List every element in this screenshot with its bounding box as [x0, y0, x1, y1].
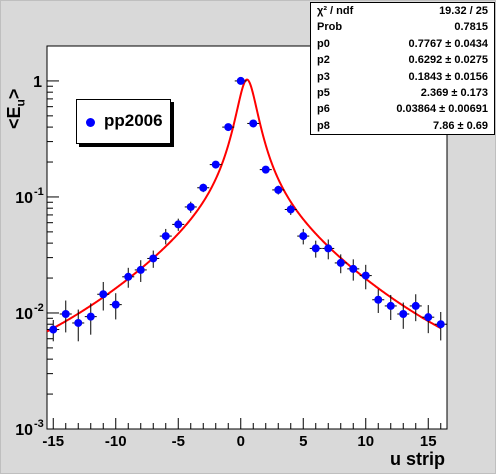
y-tick-label: 1	[33, 74, 42, 91]
stats-name: p8	[317, 119, 330, 132]
data-point	[199, 183, 208, 192]
data-point	[124, 272, 133, 281]
stats-value: 0.7815	[454, 21, 488, 34]
data-point	[86, 312, 95, 321]
x-tick-label: -15	[42, 433, 64, 450]
stats-name: p3	[317, 70, 330, 83]
stats-row: p8 7.86 ± 0.69	[311, 118, 494, 134]
x-tick-label: -5	[172, 433, 185, 450]
y-tick-label: 10	[15, 422, 33, 439]
points-layer	[47, 76, 447, 342]
data-point	[286, 205, 295, 214]
data-point	[261, 165, 270, 174]
data-point	[424, 313, 433, 322]
stats-row: χ² / ndf 19.32 / 25	[311, 3, 494, 19]
data-point	[411, 301, 420, 310]
stats-row: p3 0.1843 ± 0.0156	[311, 69, 494, 85]
data-point	[49, 325, 58, 334]
x-axis-label: u strip	[389, 449, 445, 469]
data-point	[161, 232, 170, 241]
x-tick-label: 15	[420, 433, 437, 450]
stats-name: χ² / ndf	[317, 5, 354, 17]
x-tick-label: 10	[357, 433, 374, 450]
stats-value: 0.03864 ± 0.00691	[396, 103, 488, 116]
data-point	[224, 123, 233, 132]
fit-layer	[46, 78, 442, 333]
legend-marker-icon	[86, 118, 95, 127]
stats-name: p5	[317, 86, 330, 99]
data-point	[149, 254, 158, 263]
data-point	[299, 232, 308, 241]
stats-row: p6 0.03864 ± 0.00691	[311, 101, 494, 117]
data-point	[436, 320, 445, 329]
stats-value: 0.7767 ± 0.0434	[408, 37, 488, 50]
data-point	[74, 318, 83, 327]
data-point	[174, 220, 183, 229]
data-point	[361, 271, 370, 280]
data-point	[399, 309, 408, 318]
x-tick-label: -10	[105, 433, 127, 450]
stats-value: 7.86 ± 0.69	[433, 119, 488, 132]
x-tick-label: 5	[299, 433, 307, 450]
fit-curve	[46, 78, 442, 333]
stats-name: p0	[317, 37, 330, 50]
stats-row: p5 2.369 ± 0.173	[311, 85, 494, 101]
x-tick-label: 0	[237, 433, 245, 450]
y-tick-exponent: -2	[34, 302, 44, 314]
y-tick-label: 10	[15, 190, 33, 207]
data-point	[324, 244, 333, 253]
stats-row: p0 0.7767 ± 0.0434	[311, 36, 494, 52]
data-point	[386, 301, 395, 310]
stats-name: p2	[317, 54, 330, 67]
y-axis-label: <Eu>	[4, 88, 28, 129]
data-point	[186, 202, 195, 211]
data-point	[274, 185, 283, 194]
stats-value: 0.6292 ± 0.0275	[408, 54, 488, 67]
y-tick-exponent: -3	[34, 418, 44, 430]
data-point	[136, 265, 145, 274]
data-point	[61, 309, 70, 318]
data-point	[374, 295, 383, 304]
stats-row: p2 0.6292 ± 0.0275	[311, 52, 494, 68]
data-point	[211, 160, 220, 169]
stats-value: 19.32 / 25	[439, 5, 488, 17]
stats-row: Prob 0.7815	[311, 19, 494, 35]
data-point	[311, 244, 320, 253]
stats-value: 0.1843 ± 0.0156	[408, 70, 488, 83]
y-tick-exponent: -1	[34, 186, 44, 198]
legend: pp2006	[76, 99, 171, 144]
data-point	[236, 76, 245, 85]
data-point	[111, 300, 120, 309]
stats-name: Prob	[317, 21, 343, 34]
data-point	[99, 290, 108, 299]
y-tick-label: 10	[15, 306, 33, 323]
stats-box: χ² / ndf 19.32 / 25 Prob 0.7815 p0 0.7767 ±…	[310, 2, 495, 135]
data-point	[249, 119, 258, 128]
legend-label: pp2006	[104, 111, 163, 130]
stats-value: 2.369 ± 0.173	[420, 86, 488, 99]
data-point	[336, 258, 345, 267]
stats-name: p6	[317, 103, 330, 116]
data-point	[349, 264, 358, 273]
